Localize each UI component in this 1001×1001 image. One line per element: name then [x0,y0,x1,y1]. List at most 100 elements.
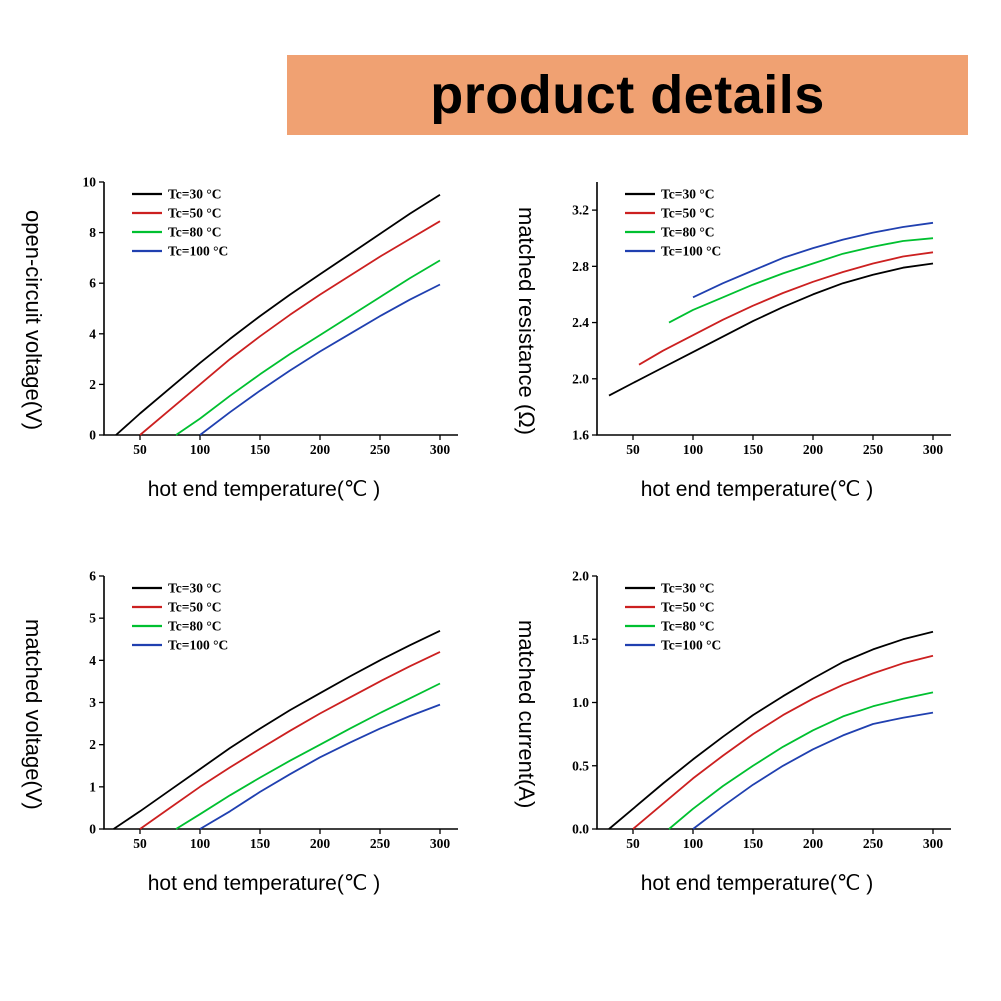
series-line-tc-80-c [175,259,441,436]
page-title: product details [430,65,825,125]
legend-label: Tc=50 °C [661,600,714,615]
y-tick-label: 2.0 [572,569,589,584]
chart-matched-voltage: 50 100 150 200 250 300 0 1 2 3 4 5 6 Tc=30 °C Tc=50 °C… [89,569,458,851]
legend-label: Tc=30 °C [168,187,221,202]
legend-label: Tc=80 °C [168,225,221,240]
x-tick-label: 250 [370,836,391,851]
series-line-tc-80-c [175,682,441,830]
axes [103,576,458,830]
chart-panel-matched-current: matched current(A) 50 100 150 200 250 300 0.0 0… [505,562,967,896]
x-tick-label: 300 [923,442,944,457]
x-axis-label: hot end temperature(℃ ) [640,872,874,895]
plot-column: 50 100 150 200 250 300 1.6 2.0 2.4 2.8 3.2 Tc=30 °C… [547,168,967,502]
series-line-tc-100-c [199,283,441,436]
plot-column: 50 100 150 200 250 300 0.0 0.5 1.0 1.5 2.0 Tc=30 °C… [547,562,967,896]
legend-label: Tc=30 °C [168,581,221,596]
chart-matched-resistance: 50 100 150 200 250 300 1.6 2.0 2.4 2.8 3.2 Tc=30 °C… [572,182,951,457]
y-tick-label: 0 [89,428,96,443]
y-tick-label: 8 [89,225,96,240]
series-line-tc-100-c [692,221,934,299]
series-line-tc-30-c [608,262,934,397]
x-tick-label: 100 [683,836,704,851]
x-tick-label: 200 [803,442,824,457]
legend-label: Tc=100 °C [168,244,228,259]
legend-label: Tc=50 °C [168,600,221,615]
series-line-tc-100-c [199,703,441,830]
x-tick-label: 250 [863,442,884,457]
series-line-tc-50-c [139,651,441,830]
y-tick-label: 4 [89,653,96,668]
series-line-tc-80-c [668,691,934,830]
x-tick-label: 250 [863,836,884,851]
y-tick-label: 0 [89,822,96,837]
axes [103,182,458,436]
y-tick-label: 2.4 [572,315,589,330]
y-tick-label: 6 [89,569,96,584]
legend-label: Tc=80 °C [661,619,714,634]
legend-label: Tc=80 °C [661,225,714,240]
legend-label: Tc=100 °C [661,244,721,259]
legend-label: Tc=30 °C [661,581,714,596]
y-tick-label: 1.5 [572,632,589,647]
y-tick-label: 5 [89,611,96,626]
y-tick-label: 1.6 [572,428,589,443]
series-line-tc-80-c [668,237,934,324]
chart-panel-matched-resistance: matched resistance (Ω) 50 100 150 200 250 300… [505,168,967,502]
legend-label: Tc=80 °C [168,619,221,634]
series-line-tc-30-c [608,630,934,830]
plot-column: 50 100 150 200 250 300 0 1 2 3 4 5 6 Tc=30 °C Tc=50 °C… [54,562,474,896]
y-axis-label: matched voltage(V) [21,619,46,810]
y-tick-label: 2.8 [572,259,589,274]
x-tick-label: 200 [310,442,331,457]
y-tick-label: 1.0 [572,695,589,710]
y-tick-label: 10 [83,175,97,190]
y-tick-label: 3 [89,695,96,710]
x-axis-label: hot end temperature(℃ ) [640,478,874,501]
axes [596,182,951,436]
y-axis-label: matched resistance (Ω) [514,206,539,435]
x-tick-label: 50 [133,442,147,457]
series-line-tc-30-c [113,629,441,830]
y-tick-label: 2.0 [572,371,589,386]
x-tick-label: 150 [250,442,271,457]
y-tick-label: 0.5 [572,758,589,773]
plot-column: 50 100 150 200 250 300 0 2 4 6 8 10 Tc=30 °C Tc=50 °C… [54,168,474,502]
x-tick-label: 250 [370,442,391,457]
x-tick-label: 50 [133,836,147,851]
x-tick-label: 150 [743,836,764,851]
y-tick-label: 3.2 [572,203,589,218]
y-tick-label: 2 [89,737,96,752]
x-axis-label: hot end temperature(℃ ) [147,478,381,501]
series-line-tc-100-c [692,711,934,830]
series-line-tc-50-c [632,654,934,830]
y-tick-label: 0.0 [572,822,589,837]
x-tick-label: 150 [743,442,764,457]
legend-label: Tc=100 °C [168,638,228,653]
y-tick-label: 6 [89,276,96,291]
x-tick-label: 300 [430,836,451,851]
chart-matched-current: 50 100 150 200 250 300 0.0 0.5 1.0 1.5 2.0 Tc=30 °C… [572,569,951,851]
chart-panel-matched-voltage: matched voltage(V) 50 100 150 200 250 300 0 1 2 3… [12,562,474,896]
x-tick-label: 50 [626,442,640,457]
y-tick-label: 2 [89,377,96,392]
x-tick-label: 100 [190,836,211,851]
series-line-tc-50-c [638,251,934,366]
x-tick-label: 50 [626,836,640,851]
legend-label: Tc=50 °C [168,206,221,221]
x-tick-label: 300 [430,442,451,457]
x-tick-label: 100 [190,442,211,457]
x-axis-label: hot end temperature(℃ ) [147,872,381,895]
x-tick-label: 100 [683,442,704,457]
chart-open-circuit-voltage: 50 100 150 200 250 300 0 2 4 6 8 10 Tc=30 °C Tc=50 °C… [83,175,458,457]
legend-label: Tc=50 °C [661,206,714,221]
x-tick-label: 200 [310,836,331,851]
x-tick-label: 300 [923,836,944,851]
series-line-tc-30-c [115,193,441,436]
legend-label: Tc=30 °C [661,187,714,202]
y-tick-label: 4 [89,326,96,341]
y-axis-label: open-circuit voltage(V) [21,210,46,431]
y-axis-label: matched current(A) [514,620,539,809]
x-tick-label: 200 [803,836,824,851]
y-tick-label: 1 [89,779,96,794]
banner: product details [287,55,968,135]
